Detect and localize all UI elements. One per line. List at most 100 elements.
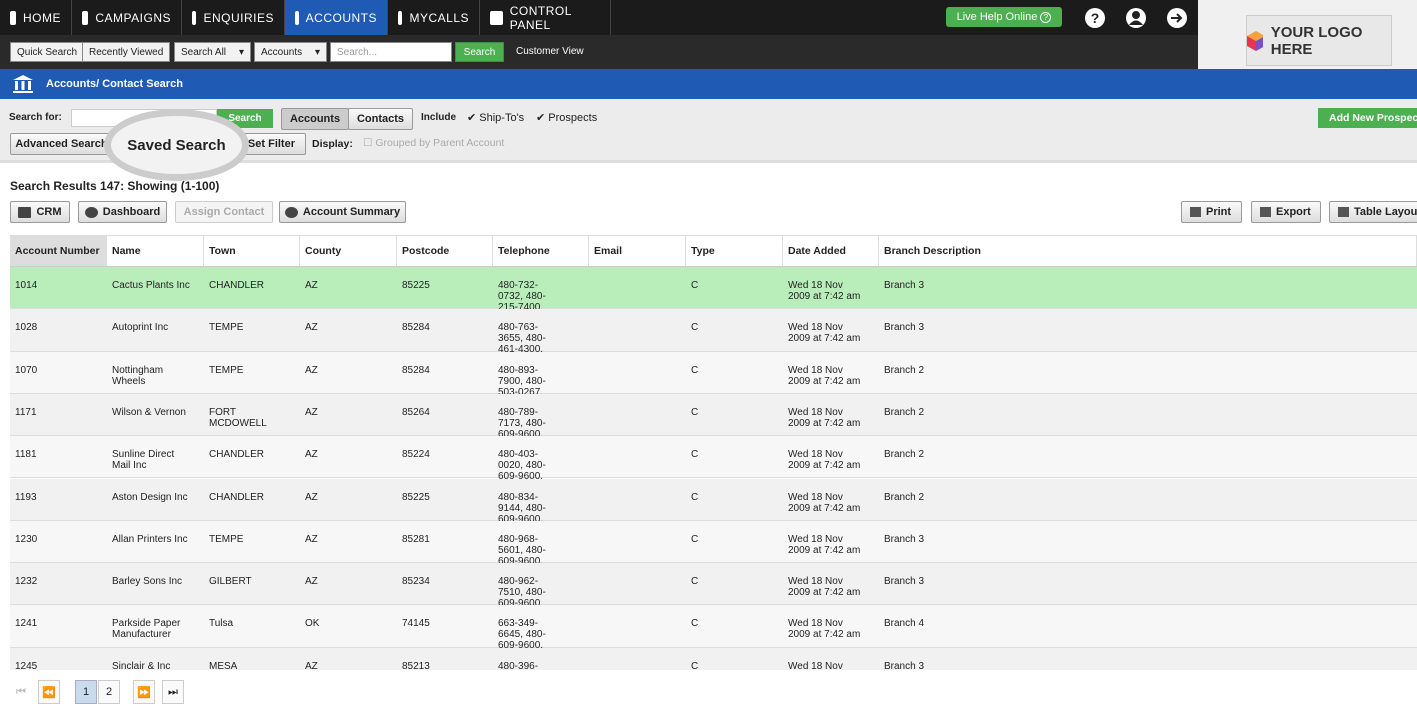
table-row[interactable]: 1028 Autoprint Inc TEMPE AZ 85284 480-763-365… (10, 309, 1417, 355)
recently-viewed[interactable]: Recently Viewed (82, 42, 171, 62)
table-cell: FORT MCDOWELL (209, 406, 267, 429)
check-prospects[interactable]: ✔ Prospects (536, 112, 598, 124)
check-shipto[interactable]: ✔ Ship-To's (467, 112, 525, 124)
table-row[interactable]: 1241 Parkside Paper Manufacturer Tulsa OK 74… (10, 605, 1417, 651)
table-cell (589, 403, 682, 411)
column-header[interactable]: Town (204, 236, 300, 266)
search-button[interactable]: Search (455, 42, 504, 62)
table-cell: Wed 18 Nov 2009 at 7:42 am (788, 364, 861, 387)
title-bar: Accounts/ Contact Search (0, 69, 1417, 99)
quick-search[interactable]: Quick Search (10, 42, 85, 62)
prev-page[interactable]: ⏪ (38, 680, 60, 704)
action-button[interactable]: Assign Contact (175, 201, 273, 223)
table-header: Account Number Name Town County Postcode Tele… (10, 236, 1417, 267)
table-cell: Aston Design Inc (112, 491, 188, 503)
action-icon (1338, 207, 1349, 217)
table-cell: 480-893-7900, 480-503-0267, (498, 364, 546, 398)
table-cell: 1171 (15, 406, 37, 418)
grouped-check[interactable]: ☐ Grouped by Parent Account (363, 137, 505, 149)
check-label: Ship-To's (479, 112, 525, 124)
column-label: Type (691, 245, 715, 257)
action-button[interactable]: Dashboard (78, 201, 167, 223)
table-row[interactable]: 1171 Wilson & Vernon FORT MCDOWELL AZ 85264 4… (10, 393, 1417, 440)
nav-item[interactable]: ACCOUNTS (285, 0, 388, 35)
table-cell: Wed 18 Nov 2009 at 7:42 am (788, 533, 861, 556)
first-page[interactable]: ⏮ (16, 685, 26, 698)
table-cell: CHANDLER (209, 280, 265, 291)
bank-icon (13, 75, 33, 93)
page-title: Accounts/ Contact Search (46, 78, 183, 90)
nav-item[interactable]: MYCALLS (388, 0, 480, 35)
table-cell: AZ (305, 491, 318, 503)
column-header[interactable]: Email (589, 236, 686, 266)
tab-contacts[interactable]: Contacts (348, 108, 413, 130)
add-new-prospect[interactable]: Add New Prospect (1318, 108, 1417, 128)
action-button[interactable]: Export (1251, 201, 1321, 223)
saved-search[interactable]: Saved Search (104, 109, 249, 181)
column-header[interactable]: Name (107, 236, 204, 266)
action-button[interactable]: Account Summary (279, 201, 406, 223)
column-label: Date Added (788, 245, 846, 257)
nav-item[interactable]: CAMPAIGNS (72, 0, 182, 35)
column-label: Email (594, 245, 623, 257)
table-cell: AZ (305, 364, 318, 376)
last-page[interactable]: ⏭ (162, 680, 184, 704)
table-cell: C (691, 533, 699, 545)
table-row[interactable]: 1193 Aston Design Inc CHANDLER AZ 85225 480-8… (10, 478, 1417, 525)
table-cell (589, 530, 682, 538)
column-header[interactable]: Date Added (783, 236, 879, 266)
page-number[interactable]: 2 (98, 680, 120, 704)
nav-icon (295, 10, 299, 25)
column-label: Name (112, 245, 141, 257)
table-body: 1014 Cactus Plants Inc CHANDLER AZ 85225 480-… (10, 267, 1417, 670)
table-cell (589, 276, 682, 284)
action-button[interactable]: Table Layout (1329, 201, 1417, 223)
help-icon[interactable]: ? (1084, 7, 1106, 29)
table-cell: MESA (209, 660, 238, 670)
table-row[interactable]: 1181 Sunline Direct Mail Inc CHANDLER AZ 852… (10, 436, 1417, 482)
table-row[interactable]: 1070 Nottingham Wheels TEMPE AZ 85284 480-893… (10, 351, 1417, 398)
select-accounts[interactable]: Accounts ▾ (254, 42, 327, 62)
table-cell: C (691, 618, 699, 630)
table-cell (589, 361, 682, 369)
nav-item[interactable]: CONTROL PANEL (480, 0, 611, 35)
table-row[interactable]: 1230 Allan Printers Inc TEMPE AZ 85281 480-96… (10, 520, 1417, 567)
logo[interactable]: YOUR LOGO HERE (1246, 15, 1392, 66)
column-header[interactable]: Branch Description (879, 236, 1417, 266)
action-button[interactable]: Print (1181, 201, 1242, 223)
page-number[interactable]: 1 (75, 680, 97, 704)
table-cell: Autoprint Inc (112, 322, 169, 334)
column-header[interactable]: Type (686, 236, 783, 266)
action-icon (18, 206, 32, 218)
table-row[interactable]: 1014 Cactus Plants Inc CHANDLER AZ 85225 480-… (10, 267, 1417, 313)
table-cell: 663-349-6645, 480-609-9600, (498, 618, 546, 652)
live-help[interactable]: Live Help Online ? (946, 7, 1062, 27)
column-header[interactable]: County (300, 236, 397, 266)
search-input[interactable]: Search... (330, 42, 452, 62)
table-cell: Wed 18 Nov 2009 at 7:42 am (788, 618, 861, 641)
select-search-all[interactable]: Search All ▾ (174, 42, 251, 62)
advanced-search[interactable]: Advanced Search (10, 133, 113, 155)
logout-icon[interactable] (1166, 7, 1188, 29)
next-page[interactable]: ⏩ (133, 680, 155, 704)
column-header[interactable]: Account Number (10, 236, 107, 266)
user-icon[interactable] (1125, 7, 1147, 29)
action-button[interactable]: CRM (10, 201, 70, 223)
table-cell: 85213 (402, 660, 430, 670)
column-header[interactable]: Postcode (397, 236, 493, 266)
tab-accounts[interactable]: Accounts (281, 108, 349, 130)
nav-label: MYCALLS (409, 10, 469, 25)
customer-view[interactable]: Customer View (516, 46, 584, 57)
table-cell: Wed 18 Nov 2009 at 7:42 am (788, 406, 861, 429)
table-cell: AZ (305, 576, 318, 588)
live-help-text: Live Help Online (956, 11, 1038, 23)
table-cell: 480-968-5601, 480-609-9600, (498, 533, 546, 567)
column-label: County (305, 245, 342, 257)
column-header[interactable]: Telephone (493, 236, 589, 266)
nav-item[interactable]: HOME (0, 0, 72, 35)
table-row[interactable]: 1232 Barley Sons Inc GILBERT AZ 85234 480-962… (10, 563, 1417, 609)
nav-item[interactable]: ENQUIRIES (182, 0, 285, 35)
table-cell: Branch 2 (884, 449, 925, 461)
table-row[interactable]: 1245 Sinclair & Inc MESA AZ 85213 480-396-100… (10, 647, 1417, 670)
table-cell: 480-396-1000, (498, 660, 539, 670)
